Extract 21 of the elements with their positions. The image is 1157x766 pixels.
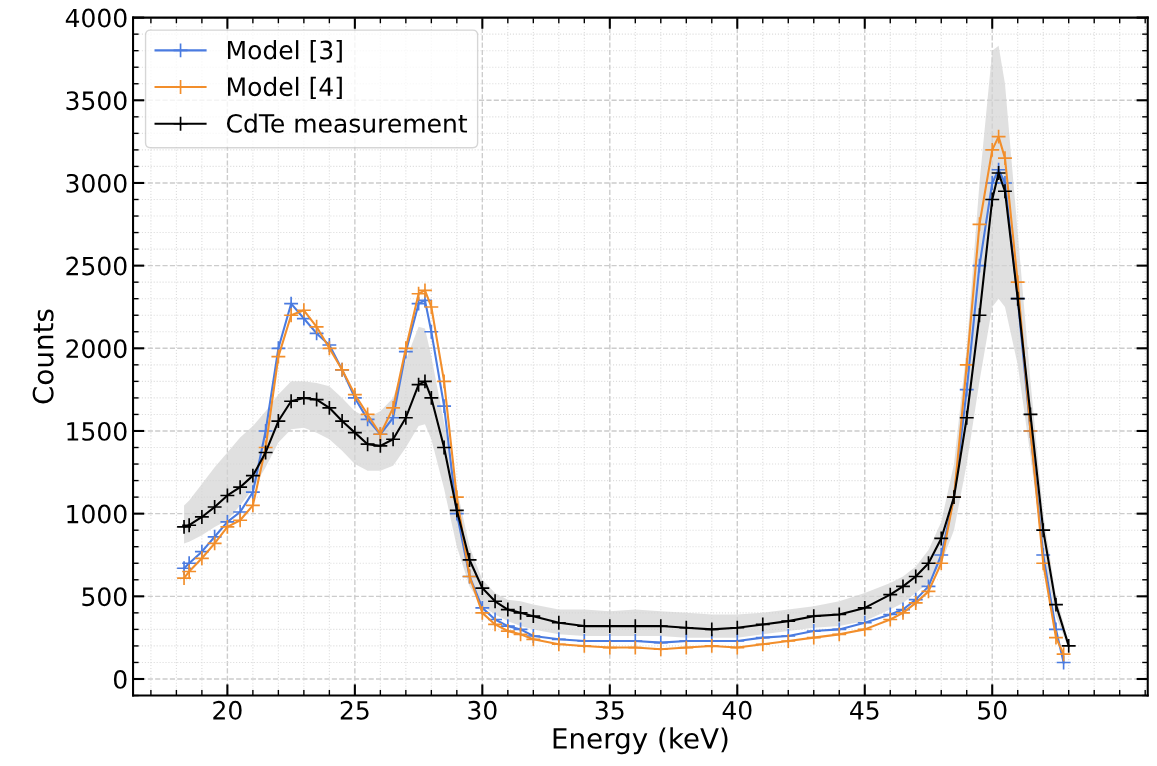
y-tick-label: 500 [82, 587, 127, 607]
y-tick-label: 2000 [66, 339, 127, 359]
x-tick-label: 35 [595, 700, 624, 720]
y-tick-label: 3000 [66, 173, 127, 193]
x-tick-label: 20 [213, 700, 242, 720]
legend-label: Model [3] [228, 40, 342, 63]
y-axis-title: Counts [32, 309, 54, 404]
y-tick-label: 2500 [66, 256, 127, 276]
y-tick-label: 3500 [66, 91, 127, 111]
y-tick-label: 4000 [65, 8, 127, 28]
x-axis-title: Energy (keV) [553, 727, 728, 755]
y-tick-label: 1500 [67, 421, 127, 441]
x-tick-label: 40 [722, 700, 752, 720]
legend-label: CdTe measurement [226, 113, 468, 133]
x-tick-label: 45 [850, 701, 879, 720]
y-tick-label: 0 [113, 669, 127, 689]
x-tick-label: 25 [340, 700, 369, 720]
y-tick-label: 1000 [67, 504, 127, 524]
legend-label: Model [4] [228, 76, 342, 100]
x-tick-label: 50 [978, 700, 1007, 720]
x-tick-label: 30 [468, 700, 497, 720]
